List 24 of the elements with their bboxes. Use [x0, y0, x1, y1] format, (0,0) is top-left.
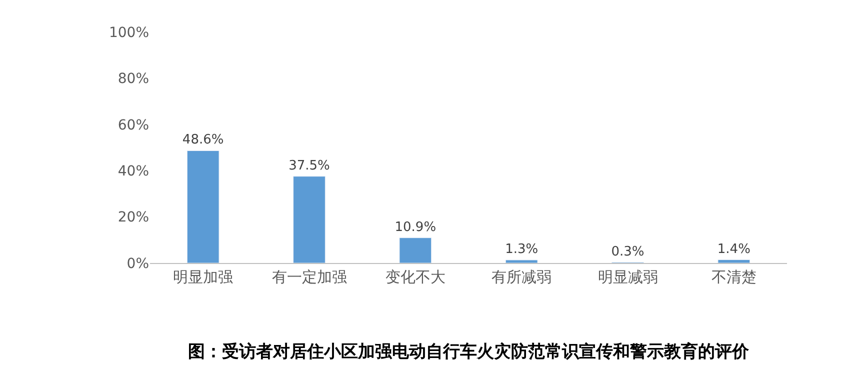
bar	[186, 150, 220, 263]
y-tick-label: 60%	[118, 117, 149, 134]
data-label: 0.3%	[611, 244, 644, 260]
x-tick-label: 不清楚	[711, 268, 756, 286]
data-label: 1.3%	[505, 242, 538, 257]
bar	[505, 260, 538, 263]
bar	[399, 238, 432, 263]
bar	[718, 260, 750, 263]
x-tick-label: 明显减弱	[598, 268, 658, 286]
y-tick-label: 0%	[126, 256, 149, 272]
x-tick-label: 变化不大	[385, 268, 446, 286]
data-label: 48.6%	[182, 132, 224, 148]
x-tick-label: 明显加强	[173, 268, 234, 286]
x-tick-label: 有所减弱	[492, 268, 552, 286]
y-tick-label: 100%	[108, 24, 149, 41]
y-tick-label: 80%	[118, 71, 149, 88]
y-tick-label: 40%	[118, 164, 149, 180]
data-label: 10.9%	[394, 220, 436, 235]
x-tick-label: 有一定加强	[272, 268, 347, 286]
text: 图：受访者对居住小区加强电动自行车火灾防范常识宣传和警示教育的评价	[188, 341, 750, 362]
y-tick-label: 20%	[118, 210, 149, 226]
bar	[293, 176, 326, 263]
data-label: 37.5%	[288, 158, 330, 174]
data-label: 1.4%	[717, 242, 750, 257]
